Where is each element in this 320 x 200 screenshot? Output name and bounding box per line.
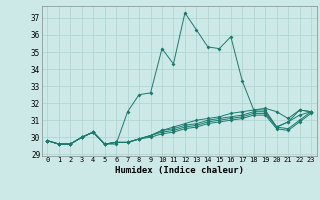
X-axis label: Humidex (Indice chaleur): Humidex (Indice chaleur)	[115, 166, 244, 175]
